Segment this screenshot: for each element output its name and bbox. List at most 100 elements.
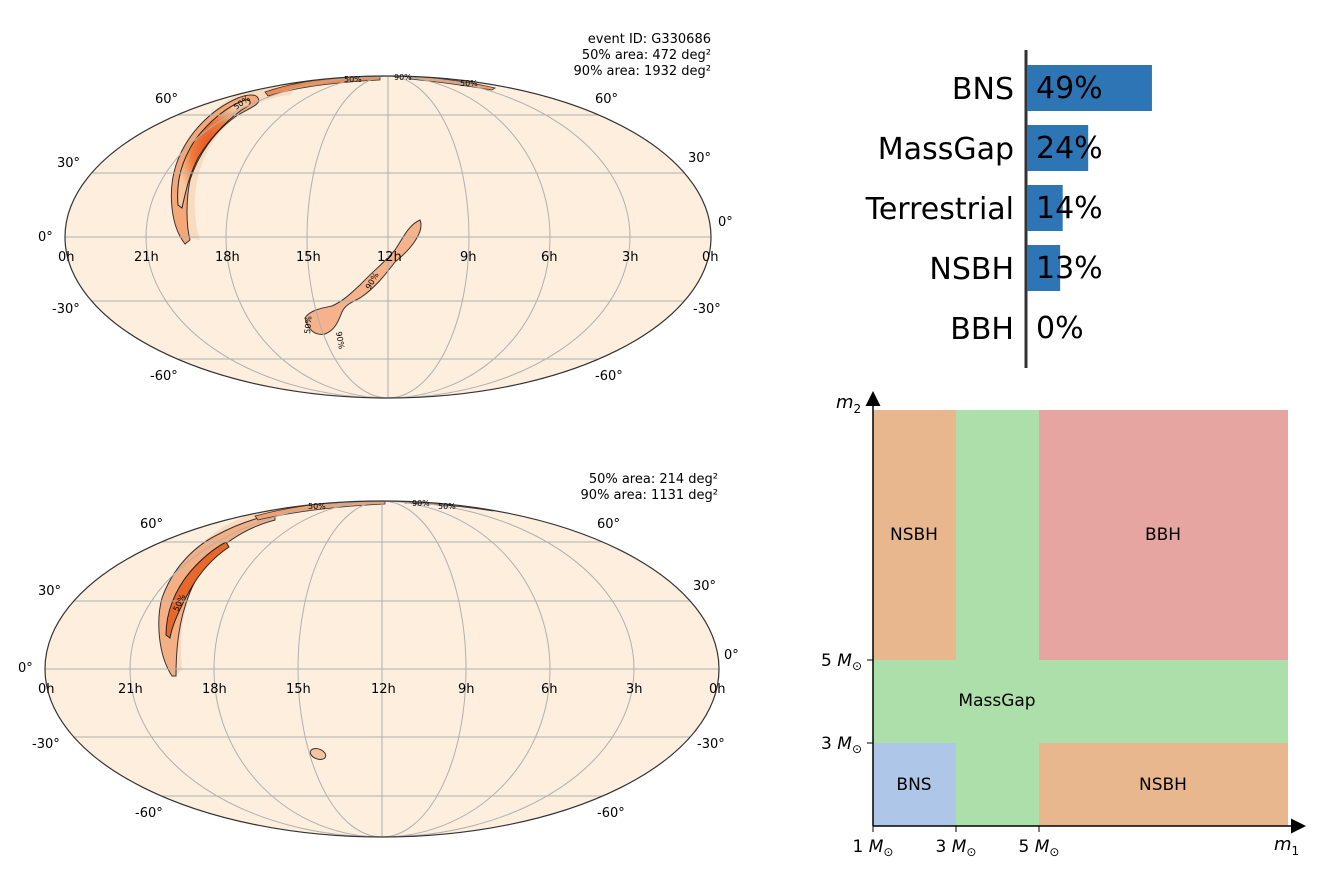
region-massgap [873,660,1288,743]
dec-tick: 30° [38,584,61,599]
ra-tick: 15h [296,250,321,265]
skymap-top-annotation: event ID: G330686 50% area: 472 deg² 90%… [574,32,711,79]
ra-tick: 12h [377,250,402,265]
region-bbh [1039,410,1288,660]
ra-tick: 0h [38,682,55,697]
bar-value-label: 49% [1036,71,1103,106]
ra-tick: 3h [626,682,643,697]
ra-tick: 15h [286,682,311,697]
dec-tick: 0° [724,648,739,663]
ra-tick: 9h [458,682,475,697]
skymap-top-contour-label: 50% [344,75,362,84]
region-nsbh [873,410,956,660]
x-tick-label: 1 M⊙ [853,837,894,859]
ra-tick: 0h [58,250,75,265]
ra-tick: 6h [541,682,558,697]
mass-region-chart: BNS MassGap NSBH NSBH BBH 1 M⊙ 3 M⊙ 5 M⊙ 3 M⊙ 5 M… [821,391,1306,859]
y-tick-label: 5 M⊙ [821,651,862,673]
skymap-bottom-contour-label: 50% [308,502,326,511]
skymap-top-contour-label: 90% [334,331,346,350]
dec-tick: 30° [693,579,716,594]
skymap-bottom-border [44,500,720,838]
bar-category-label: NSBH [929,252,1014,287]
bar-category-label: Terrestrial [865,192,1014,227]
skymap-top-border [64,75,712,399]
bar-massgap [1027,125,1089,171]
skymap-bottom-region-south [309,748,327,760]
dec-tick: 60° [140,517,163,532]
dec-tick: -30° [52,302,80,317]
x-tick-label: 5 M⊙ [1019,837,1060,859]
skymap-bottom-dec-ticks: 60° 30° 0° -30° -60° 60° 30° 0° -30° -60… [18,517,739,821]
region-label: NSBH [1139,775,1187,795]
ra-tick: 0h [702,250,719,265]
skymap-bottom-contour-label: 50% [438,502,456,511]
dec-tick: -60° [135,806,163,821]
dec-tick: 0° [718,215,733,230]
ra-tick: 3h [622,250,639,265]
region-label: MassGap [958,691,1035,711]
y-axis-label: m2 [836,392,861,416]
ra-tick: 21h [134,250,159,265]
ra-tick: 21h [118,682,143,697]
dec-tick: -60° [150,369,178,384]
dec-tick: 60° [155,92,178,107]
region-bns [873,743,956,826]
bar-value-label: 13% [1036,251,1103,286]
bar-value-label: 14% [1036,191,1103,226]
skymap-top-dec-ticks: 60° 30° 0° -30° -60° 60° 30° 0° -30° -60… [38,92,733,384]
skymap-top-contour-label: 50% [460,79,478,88]
ra-tick: 12h [371,682,396,697]
bar-bns [1027,65,1152,111]
event-id-label: event ID: G330686 [588,32,711,47]
skymap-top-region-south [304,219,422,335]
bar-category-label: MassGap [878,132,1014,167]
skymap-top-contour-50 [177,99,251,209]
dec-tick: -60° [597,806,625,821]
region-nsbh [1039,743,1288,826]
skymap-bottom-ra-ticks: 0h 21h 18h 15h 12h 9h 6h 3h 0h [38,682,726,697]
skymap-top-contour-label: 50% [303,315,314,334]
skymap-bottom-contour-label: 90% [412,499,430,508]
x-axis-label: m1 [1274,834,1299,858]
skymap-top-contour-label: 90% [394,73,412,82]
y-tick-label: 3 M⊙ [821,734,862,756]
bar-value-label: 0% [1036,311,1084,346]
dec-tick: 30° [688,151,711,166]
dec-tick: -60° [595,369,623,384]
x-tick-label: 3 M⊙ [936,837,977,859]
ra-tick: 0h [709,682,726,697]
skymap-bottom-annotation: 50% area: 214 deg² 90% area: 1131 deg² [581,472,718,503]
area90-label: 90% area: 1932 deg² [574,64,711,79]
bar-category-label: BNS [952,72,1014,107]
ra-tick: 18h [215,250,240,265]
ra-tick: 18h [202,682,227,697]
skymap-bottom: 50% 90% 50% 50% 0h 21h 18h 15h 12h 9h 6h… [18,472,739,838]
area50-label: 50% area: 472 deg² [582,48,711,63]
area50-label: 50% area: 214 deg² [589,472,718,487]
dec-tick: 30° [57,156,80,171]
ra-tick: 6h [541,250,558,265]
dec-tick: -30° [697,737,725,752]
region-label: BBH [1145,525,1181,545]
skymap-bottom-contour-50 [165,541,230,639]
ra-tick: 9h [460,250,477,265]
dec-tick: 0° [18,661,33,676]
classification-bar-chart: BNS 49% MassGap 24% Terrestrial 14% NSBH 13% BBH… [865,50,1152,368]
skymap-top: 50% 50% 90% 50% 90% 50% 90% 0h 21h 18h 1… [38,32,733,399]
bar-nsbh [1027,245,1061,291]
bar-value-label: 24% [1036,131,1103,166]
bar-category-label: BBH [950,312,1014,347]
dec-tick: -30° [32,737,60,752]
dec-tick: 60° [595,92,618,107]
dec-tick: 0° [38,230,53,245]
area90-label: 90% area: 1131 deg² [581,488,718,503]
region-massgap [956,410,1039,826]
bar-terrestrial [1027,185,1063,231]
region-label: BNS [896,775,931,795]
skymap-top-ra-ticks: 0h 21h 18h 15h 12h 9h 6h 3h 0h [58,250,719,265]
skymap-top-arc-north [264,76,381,97]
region-label: NSBH [890,525,938,545]
dec-tick: -30° [693,302,721,317]
